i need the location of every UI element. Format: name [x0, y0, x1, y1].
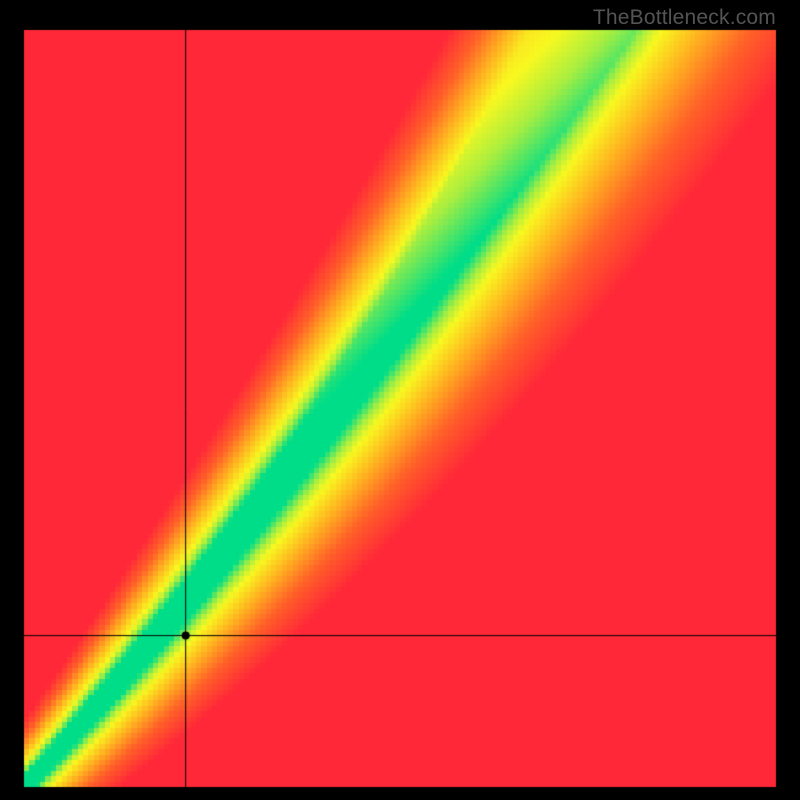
- bottleneck-heatmap: [0, 0, 800, 800]
- watermark-text: TheBottleneck.com: [593, 6, 776, 30]
